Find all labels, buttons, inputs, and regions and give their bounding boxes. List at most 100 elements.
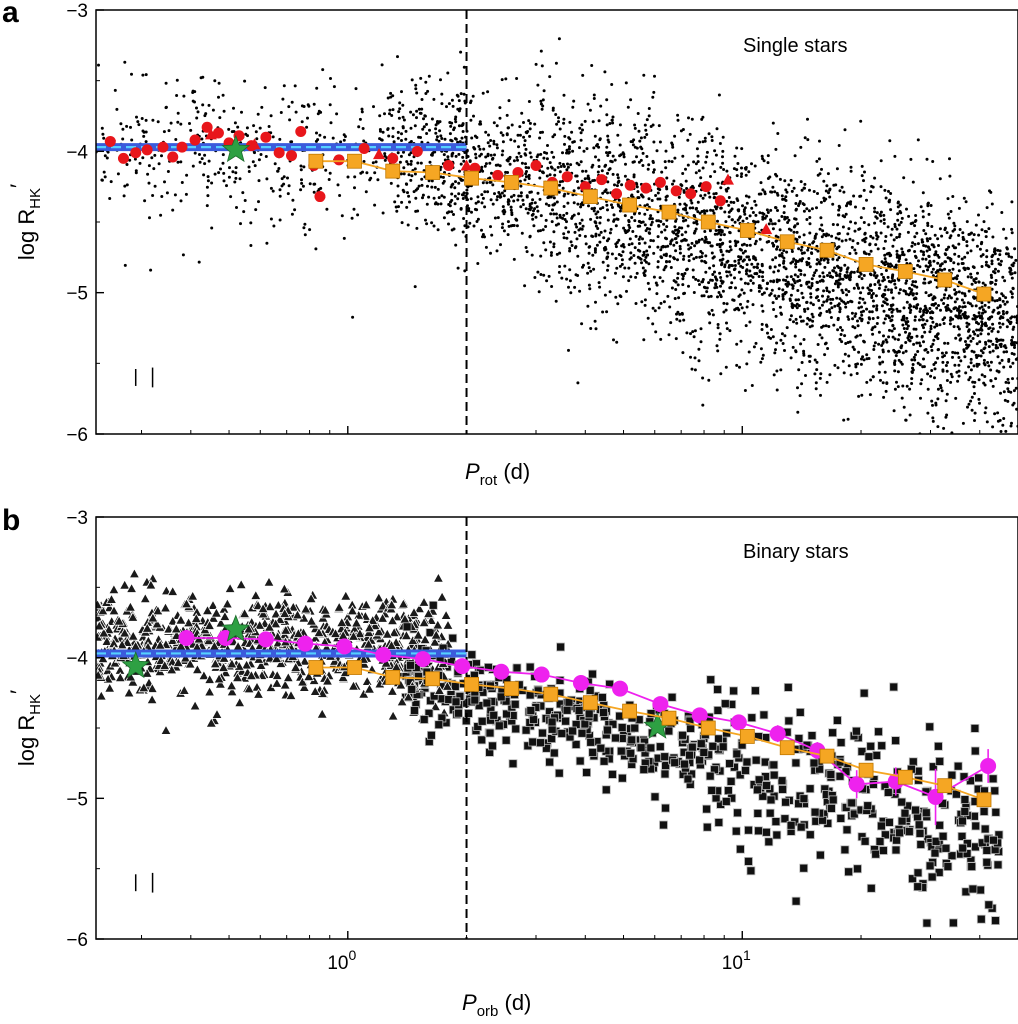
binned-median-square <box>622 197 637 213</box>
background-point <box>1000 292 1004 296</box>
background-point <box>821 229 825 233</box>
background-point <box>632 160 636 164</box>
background-point <box>623 174 627 178</box>
background-point <box>571 215 574 218</box>
background-point <box>369 176 373 180</box>
background-point <box>578 221 582 225</box>
background-point <box>670 286 674 290</box>
background-point <box>769 190 773 194</box>
background-point <box>792 257 796 261</box>
background-point <box>848 252 852 255</box>
cluster-star-point <box>333 154 345 166</box>
background-point <box>739 339 743 343</box>
background-point <box>203 162 207 166</box>
background-point <box>985 420 989 424</box>
background-point <box>909 308 913 312</box>
background-point <box>531 217 535 221</box>
background-point <box>410 78 414 82</box>
background-point <box>957 280 961 284</box>
background-point <box>460 193 464 197</box>
background-point <box>434 131 438 135</box>
background-point <box>247 165 251 169</box>
background-point <box>896 338 900 342</box>
background-point <box>545 157 549 161</box>
background-point <box>768 293 772 297</box>
background-point <box>682 207 685 211</box>
background-point <box>748 258 751 262</box>
background-point <box>575 161 579 165</box>
binned-median-square <box>819 242 835 258</box>
background-point <box>746 299 750 303</box>
background-point <box>546 166 550 170</box>
background-point <box>1004 429 1008 433</box>
background-point <box>977 213 980 217</box>
background-point <box>921 313 925 317</box>
background-point <box>893 265 897 269</box>
background-point <box>944 253 948 257</box>
background-point <box>498 116 502 120</box>
background-point <box>576 202 580 206</box>
background-point <box>745 362 749 366</box>
background-point <box>790 250 794 253</box>
background-point <box>716 349 720 353</box>
background-point <box>637 242 641 245</box>
y-tick-label: −4 <box>66 142 88 163</box>
background-point <box>456 197 460 201</box>
background-point <box>953 300 957 304</box>
background-point <box>294 110 298 114</box>
background-point <box>491 202 495 206</box>
background-square <box>512 663 522 673</box>
background-point <box>282 175 286 179</box>
background-point <box>419 111 423 115</box>
background-point <box>922 340 925 344</box>
background-point <box>611 154 615 158</box>
background-point <box>383 154 387 158</box>
background-square <box>545 757 554 767</box>
background-point <box>695 222 699 226</box>
background-point <box>585 147 589 151</box>
background-point <box>456 140 460 144</box>
background-point <box>476 262 480 265</box>
background-point <box>698 255 702 259</box>
background-point <box>949 296 953 300</box>
background-point <box>874 231 878 235</box>
background-point <box>267 125 271 128</box>
background-point <box>846 202 849 205</box>
background-point <box>113 88 117 92</box>
background-point <box>888 253 892 257</box>
background-point <box>894 263 898 267</box>
background-point <box>234 176 238 180</box>
background-point <box>598 240 602 244</box>
background-point <box>509 138 513 142</box>
background-point <box>735 174 739 178</box>
background-point <box>745 305 749 309</box>
background-point <box>787 183 791 187</box>
background-point <box>989 360 993 364</box>
background-point <box>300 120 304 124</box>
background-point <box>822 179 826 183</box>
background-point <box>673 297 677 300</box>
background-point <box>766 154 770 158</box>
background-point <box>411 113 415 117</box>
background-point <box>728 245 732 249</box>
background-point <box>447 102 451 106</box>
background-point <box>568 137 572 141</box>
background-point <box>405 205 409 209</box>
background-point <box>782 265 786 269</box>
background-point <box>882 321 886 325</box>
background-point <box>726 259 730 263</box>
background-point <box>954 291 958 294</box>
background-point <box>397 205 400 209</box>
background-point <box>681 351 685 355</box>
background-point <box>922 281 926 285</box>
background-point <box>305 125 309 129</box>
background-point <box>962 301 966 305</box>
background-point <box>853 229 857 233</box>
background-point <box>918 363 922 367</box>
background-point <box>896 212 900 216</box>
background-point <box>121 127 125 131</box>
background-point <box>428 160 432 164</box>
y-tick-label: −5 <box>66 284 88 305</box>
background-point <box>893 282 897 286</box>
background-point <box>488 180 492 184</box>
